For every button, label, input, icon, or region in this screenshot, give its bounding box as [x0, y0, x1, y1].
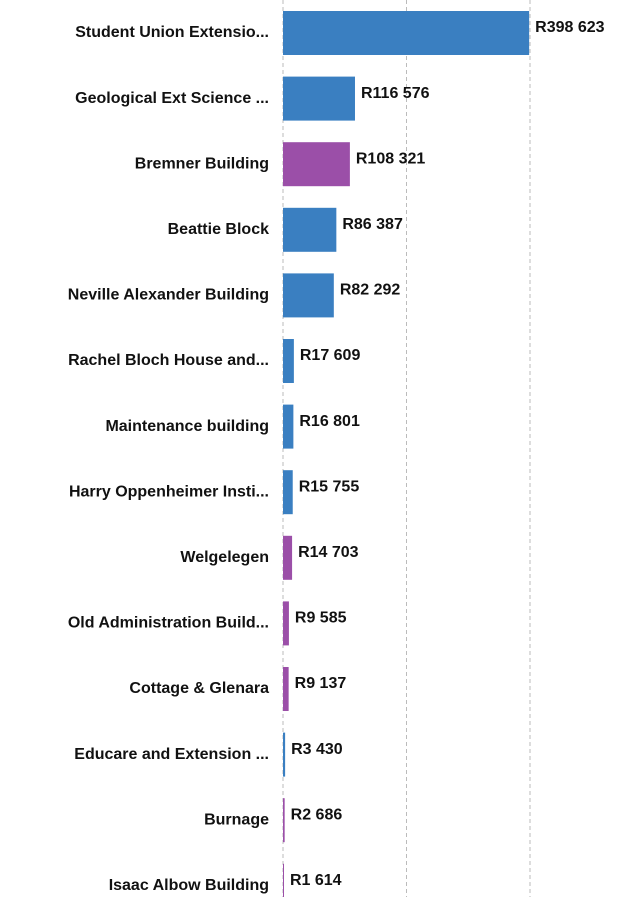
y-tick-label: Geological Ext Science ... — [75, 90, 269, 107]
value-label: R82 292 — [340, 282, 401, 299]
bar — [283, 207, 337, 252]
y-tick-label: Beattie Block — [168, 221, 269, 238]
value-label: R116 576 — [361, 85, 430, 102]
bar — [283, 404, 294, 449]
y-tick-label: Welgelegen — [180, 549, 269, 566]
y-tick-label: Bremner Building — [135, 155, 269, 172]
y-tick-label: Old Administration Build... — [68, 615, 269, 632]
value-label: R15 755 — [299, 478, 360, 495]
bar — [283, 11, 530, 55]
value-label: R9 137 — [295, 675, 347, 692]
bar — [283, 273, 334, 318]
bar — [283, 470, 293, 515]
value-label: R3 430 — [291, 741, 343, 758]
bar — [283, 863, 284, 897]
value-label: R398 623 — [535, 19, 604, 36]
value-label: R108 321 — [356, 150, 425, 167]
y-tick-label: Burnage — [204, 811, 269, 828]
y-tick-label: Student Union Extensio... — [75, 24, 269, 41]
bar — [283, 667, 289, 711]
y-tick-label: Isaac Albow Building — [109, 877, 269, 894]
y-tick-label: Harry Oppenheimer Insti... — [69, 483, 269, 500]
value-label: R14 703 — [298, 544, 359, 561]
y-tick-label: Rachel Bloch House and... — [68, 352, 269, 369]
bar — [283, 76, 355, 121]
value-label: R2 686 — [291, 806, 343, 823]
bar — [283, 142, 350, 187]
y-tick-label: Cottage & Glenara — [129, 680, 269, 697]
value-label: R16 801 — [299, 413, 360, 430]
value-label: R17 609 — [300, 347, 361, 364]
bar — [283, 732, 286, 777]
y-tick-label: Educare and Extension ... — [74, 746, 269, 763]
bar — [283, 339, 294, 383]
y-tick-label: Maintenance building — [105, 418, 269, 435]
bar — [283, 601, 289, 646]
value-label: R86 387 — [342, 216, 403, 233]
value-label: R9 585 — [295, 610, 347, 627]
bar — [283, 535, 293, 580]
value-label: R1 614 — [290, 872, 342, 889]
y-tick-label: Neville Alexander Building — [68, 287, 269, 304]
bar — [283, 798, 285, 843]
